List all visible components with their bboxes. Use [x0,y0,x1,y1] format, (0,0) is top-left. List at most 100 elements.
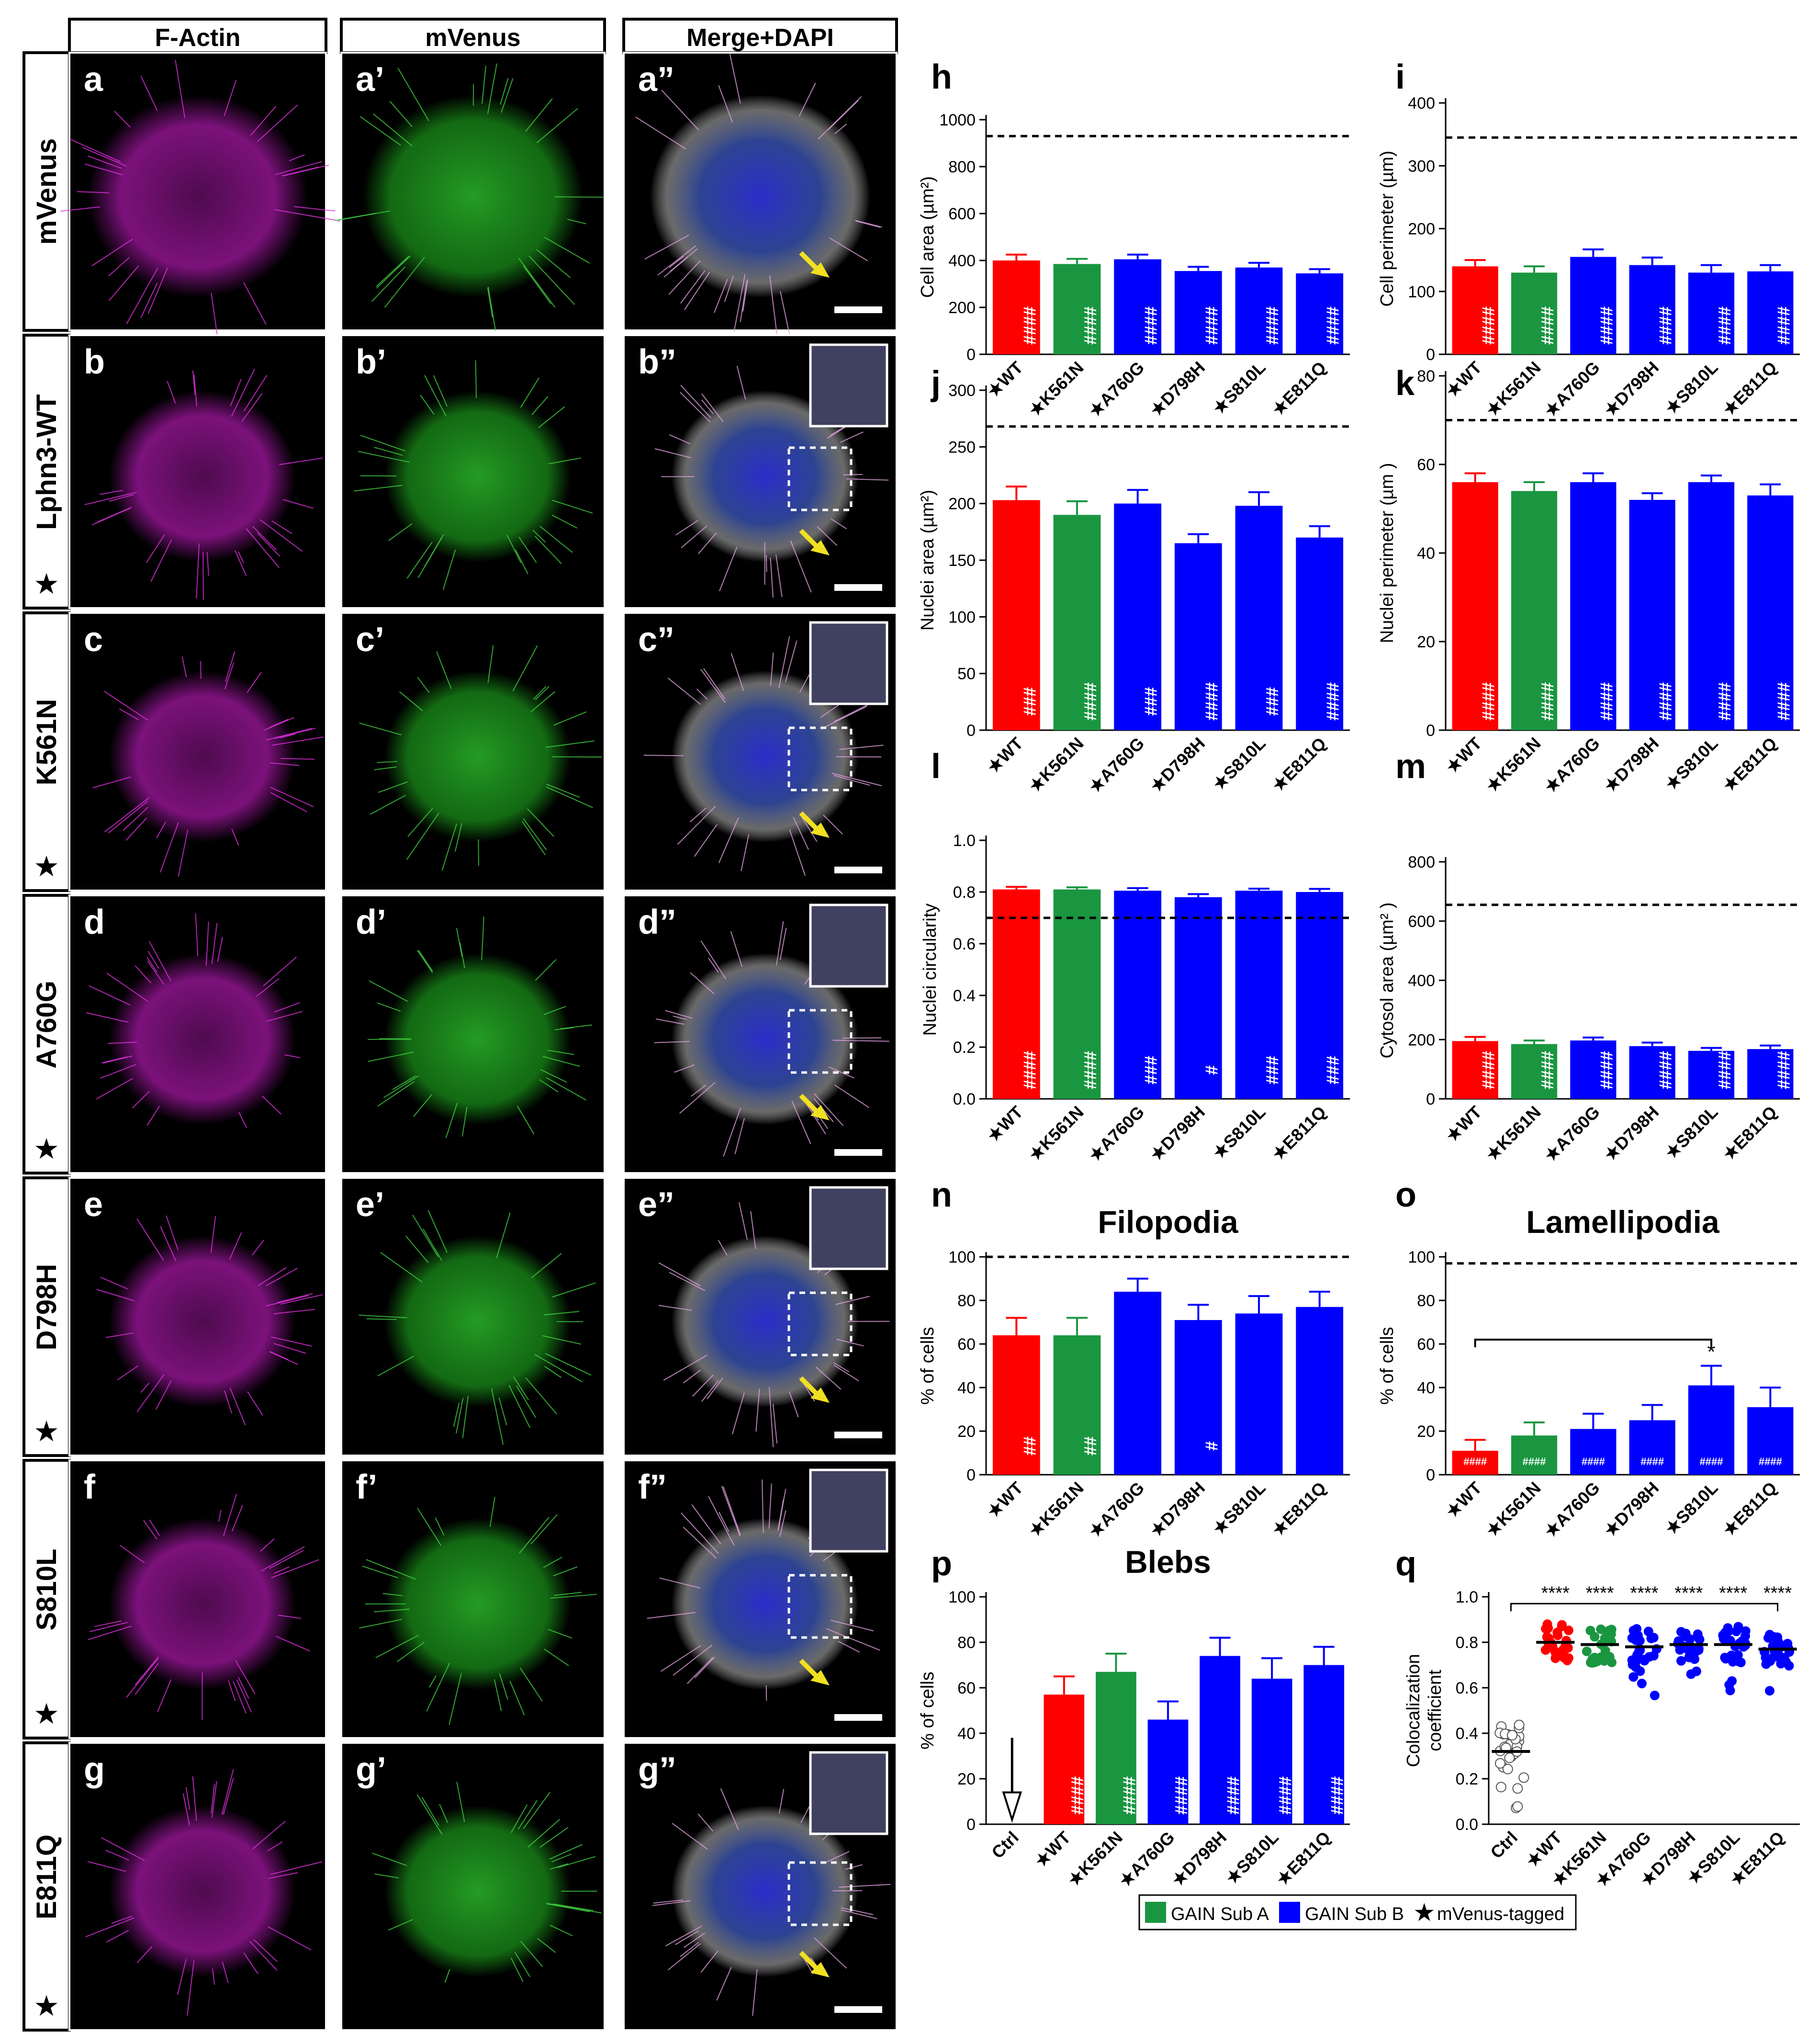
chart-letter: k [1395,364,1415,403]
filopodium [101,1837,145,1861]
image-panel: f’ [340,1459,606,1739]
filopodium [373,113,413,147]
filopodium [824,706,867,728]
significance-mark: #### [1201,682,1221,721]
x-tick-label: ★K561N [1482,1478,1545,1541]
filopodium [224,662,235,689]
data-point [1628,1660,1638,1670]
filopodium [557,1856,596,1868]
filopodium [647,1612,696,1619]
bar [1114,503,1162,730]
filopodium [436,651,452,689]
filopodium [531,396,549,415]
significance-mark: #### [1080,1051,1100,1089]
filopodium [548,457,581,464]
x-tick-label: ★S810L [1209,734,1269,794]
significance-mark: #### [1538,1051,1557,1089]
significance-mark: #### [1596,682,1616,721]
filopodium [109,494,134,502]
filopodium [444,1969,450,1983]
star-icon: ★ [34,1698,59,1730]
filopodium [268,1872,298,1879]
y-tick-label: 0.0 [953,1090,976,1108]
filopodium [274,1566,290,1574]
filopodium [157,1679,172,1712]
filopodium [513,1376,529,1400]
x-tick-label: ★WT [1442,358,1485,401]
filopodium [551,514,578,529]
significance-mark: ### [1020,687,1039,716]
filopodium [665,1925,702,1946]
filopodium [489,1497,495,1527]
filopodium [826,1628,880,1651]
filopodium [540,1069,567,1083]
data-point [1600,1633,1610,1643]
bar [1303,1665,1345,1824]
y-tick-label: 40 [957,1725,976,1743]
filopodium [525,98,553,132]
bar [992,889,1040,1099]
arrow-shaft [799,1376,818,1395]
x-tick-label: ★WT [983,1478,1027,1522]
filopodium [269,762,300,766]
significance-mark: #### [1020,1051,1039,1089]
bar [1570,1429,1617,1475]
filopodium [360,435,406,452]
significance-mark: #### [1523,1456,1546,1468]
filopodium [487,645,494,683]
row-label: Lphn3-WT [31,394,62,530]
y-tick-label: 250 [948,438,976,456]
filopodium [294,206,336,212]
data-point [1650,1691,1660,1701]
merge-cell [672,953,858,1125]
bar [1174,543,1222,730]
data-point [1685,1634,1695,1644]
filopodium [378,781,408,793]
filopodium [546,786,593,808]
panel-letter: e [84,1186,103,1224]
panel-letter: b [84,343,105,381]
filopodium [359,1619,403,1629]
filopodium [534,536,562,565]
image-panel: d [68,894,327,1174]
filopodium [263,717,294,731]
filopodium [674,1064,695,1073]
image-panel: c” [623,612,898,892]
x-tick-label: ★D798H [1168,1828,1230,1890]
filopodium [358,451,410,463]
filopodium [695,1656,715,1678]
filopodium [663,1355,707,1381]
filopodium [282,499,314,509]
filopodium [210,1216,216,1253]
chart-i: i 0 100 200 300 400 Cell perimeter (µm) #### ###… [1377,58,1800,421]
filopodium [655,1018,685,1025]
significance-mark: #### [1171,1776,1191,1815]
y-tick-label: 40 [957,1379,976,1397]
legend-sub-a-swatch [1145,1902,1166,1923]
filopodium [221,1769,234,1815]
filopodium [261,1095,282,1115]
filopodium [545,740,595,748]
merge-cell [672,390,858,563]
filopodium [499,1673,508,1700]
significance-mark: #### [1080,682,1100,721]
chart-title: Filopodia [1098,1204,1239,1240]
x-tick-label: ★A760G [1540,358,1604,421]
data-point [1773,1649,1783,1659]
filopodium [675,520,698,536]
filopodium [686,1657,713,1684]
filopodium [140,282,158,318]
filopodium [778,636,790,689]
x-tick-label: ★K561N [1482,734,1545,796]
filopodium [670,248,698,272]
filopodium [833,775,870,786]
bar [1629,1420,1675,1475]
chart-m: m 0 200 400 600 800 Cytosol area (µm² ) #### ###… [1377,747,1800,1165]
data-point [1557,1620,1567,1630]
arrow-shaft [799,251,818,270]
filopodium [690,972,715,994]
filopodium [166,1215,179,1250]
y-tick-label: 0 [1426,346,1435,364]
f-actin-cell [109,1805,296,1977]
y-tick-label: 600 [1408,913,1435,931]
